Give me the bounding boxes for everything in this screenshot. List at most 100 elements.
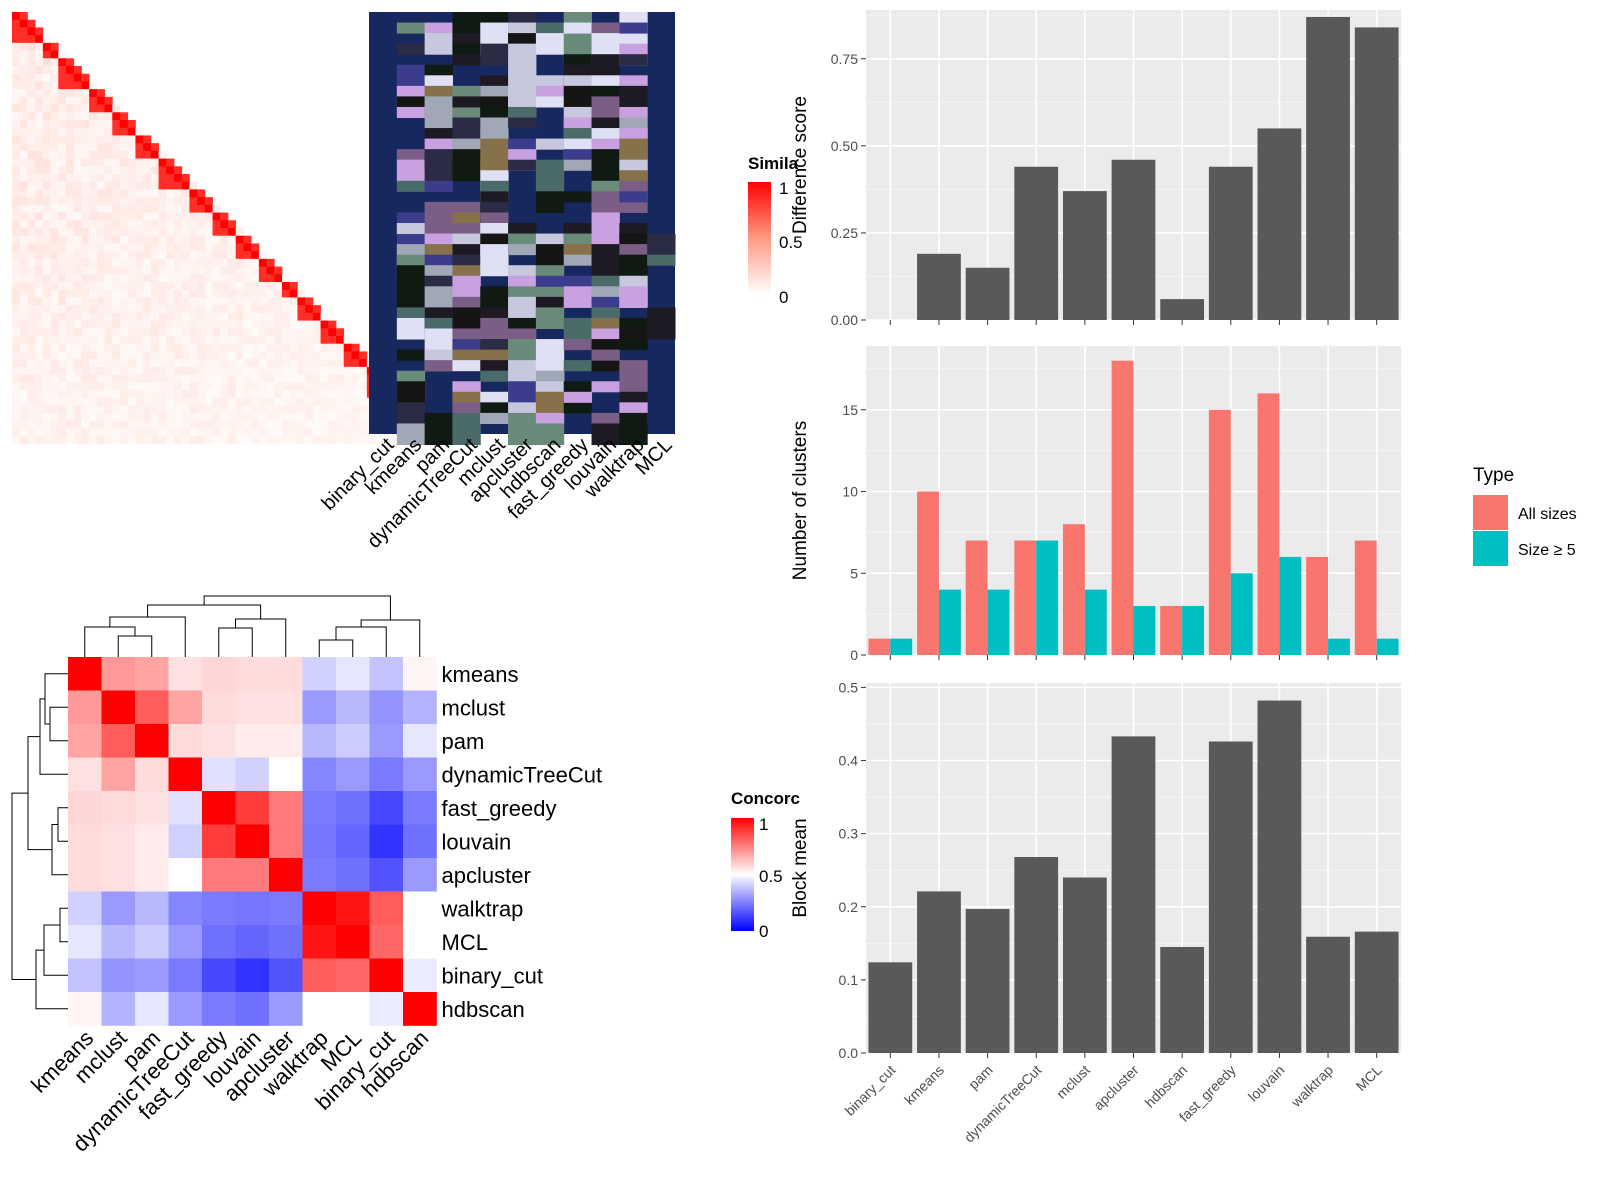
similarity-cell: [120, 390, 129, 399]
similarity-cell: [127, 405, 136, 414]
similarity-cell: [181, 374, 190, 383]
class-grid-cell: [508, 159, 537, 171]
similarity-cell: [197, 359, 206, 368]
similarity-cell: [289, 343, 298, 352]
similarity-cell: [73, 289, 82, 298]
class-grid-cell: [535, 423, 565, 446]
similarity-cell: [81, 320, 90, 329]
similarity-cell: [204, 243, 213, 252]
similarity-cell: [174, 174, 183, 183]
similarity-cell: [197, 428, 206, 437]
similarity-cell: [351, 390, 360, 399]
concordance-cell-fast_greedy-binary_cut: [369, 791, 404, 825]
similarity-cell: [266, 351, 275, 360]
similarity-cell: [174, 397, 183, 406]
class-grid-cell: [424, 159, 453, 171]
similarity-cell: [150, 143, 159, 152]
bar-mclust: [1062, 191, 1107, 320]
similarity-cell: [89, 297, 98, 306]
similarity-cell: [73, 66, 82, 75]
column-dendrogram-branch: [218, 627, 253, 657]
similarity-cell: [96, 374, 105, 383]
concordance-row-label-mclust: mclust: [442, 695, 506, 720]
similarity-cell: [204, 282, 213, 291]
similarity-cell: [150, 174, 159, 183]
similarity-cell: [220, 297, 229, 306]
similarity-cell: [58, 243, 67, 252]
similarity-cell: [189, 251, 198, 260]
similarity-cell: [89, 366, 98, 375]
similarity-cell: [66, 413, 75, 422]
similarity-cell: [212, 235, 221, 244]
similarity-cell: [212, 220, 221, 229]
similarity-cell: [27, 50, 36, 59]
similarity-cell: [243, 289, 252, 298]
similarity-cell: [19, 197, 28, 206]
similarity-cell: [174, 220, 183, 229]
similarity-cell: [81, 274, 90, 283]
bar-kmeans-all-sizes: [917, 491, 939, 655]
similarity-cell: [174, 359, 183, 368]
similarity-cell: [181, 212, 190, 221]
similarity-cell: [189, 374, 198, 383]
similarity-cell: [258, 282, 267, 291]
class-grid-cell: [535, 391, 565, 414]
similarity-cell: [81, 235, 90, 244]
class-grid-cell: [535, 22, 565, 34]
similarity-cell: [112, 143, 121, 152]
concordance-row-label-kmeans: kmeans: [442, 662, 519, 687]
similarity-cell: [12, 66, 21, 75]
similarity-cell: [127, 328, 136, 337]
similarity-cell: [343, 366, 352, 375]
concordance-cell-binary_cut-hdbscan: [403, 958, 437, 993]
concordance-cell-MCL-pam: [135, 925, 169, 959]
similarity-cell: [220, 351, 229, 360]
similarity-cell: [174, 197, 183, 206]
similarity-cell: [66, 96, 75, 105]
bar-fast_greedy: [1208, 741, 1253, 1053]
similarity-cell: [73, 390, 82, 399]
similarity-cell: [66, 359, 75, 368]
similarity-cell: [127, 305, 136, 314]
similarity-cell: [127, 228, 136, 237]
similarity-cell: [89, 258, 98, 267]
class-grid-cell: [424, 360, 453, 372]
column-dendrogram-branch: [203, 595, 391, 620]
similarity-cell: [50, 50, 59, 59]
similarity-cell: [73, 127, 82, 136]
similarity-cell: [282, 374, 291, 383]
similarity-cell: [382, 436, 391, 445]
similarity-cell: [19, 212, 28, 221]
similarity-cell: [150, 312, 159, 321]
similarity-cell: [104, 390, 113, 399]
similarity-cell: [143, 382, 152, 391]
similarity-cell: [66, 127, 75, 136]
concordance-cell-louvain-pam: [135, 824, 169, 859]
concordance-cell-mclust-kmeans: [68, 690, 102, 725]
similarity-cell: [27, 174, 36, 183]
similarity-cell: [66, 89, 75, 98]
similarity-cell: [42, 197, 51, 206]
similarity-cell: [112, 297, 121, 306]
similarity-cell: [266, 420, 275, 429]
similarity-cell: [35, 104, 44, 113]
similarity-cell: [19, 120, 28, 129]
similarity-cell: [81, 328, 90, 337]
similarity-cell: [12, 212, 21, 221]
similarity-cell: [282, 336, 291, 345]
similarity-cell: [158, 189, 167, 198]
similarity-cell: [166, 251, 175, 260]
concordance-cell-dynamicTreeCut-walktrap: [302, 757, 337, 792]
similarity-cell: [42, 228, 51, 237]
similarity-cell: [104, 243, 113, 252]
class-grid-cell: [452, 307, 481, 329]
similarity-cell: [50, 112, 59, 121]
similarity-cell: [243, 320, 252, 329]
concordance-legend: Concorc 1 0.5 0: [731, 789, 800, 941]
similarity-cell: [235, 243, 244, 252]
similarity-cell: [50, 251, 59, 260]
similarity-cell: [58, 189, 67, 198]
similarity-cell: [166, 436, 175, 445]
similarity-cell: [343, 382, 352, 391]
similarity-cell: [35, 366, 44, 375]
